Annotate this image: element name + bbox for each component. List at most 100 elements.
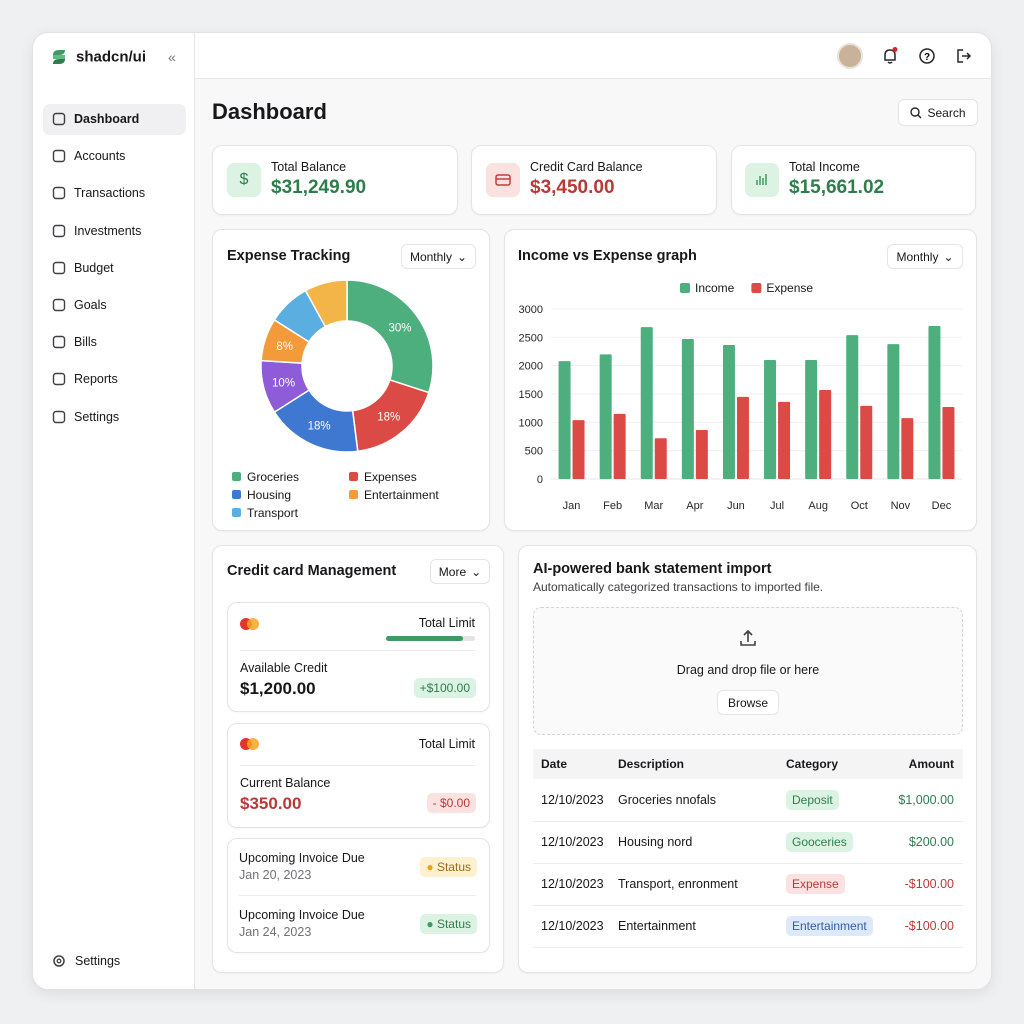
nav-icon-shape: [52, 335, 66, 349]
table-header: [533, 749, 963, 779]
pie-slice: [304, 279, 348, 328]
y-tick-label: 2000: [519, 361, 543, 373]
nav-item[interactable]: Settings: [74, 409, 120, 424]
more-dropdown[interactable]: More ⌄: [430, 559, 490, 584]
bar: [695, 429, 708, 479]
search-button[interactable]: Search: [898, 99, 978, 126]
change-pill: +$100.00: [413, 678, 476, 698]
y-tick-label: 500: [525, 446, 543, 458]
nav-item[interactable]: Bills: [74, 335, 97, 350]
help-icon[interactable]: ?: [918, 47, 936, 65]
bar: [681, 339, 694, 479]
nav-icon: [52, 187, 66, 200]
browse-button[interactable]: Browse: [717, 690, 779, 715]
legend-label: Expense: [766, 281, 813, 295]
table-header-cell: Date: [541, 757, 568, 771]
legend-label: Entertainment: [364, 488, 439, 502]
x-tick-label: Feb: [603, 500, 622, 512]
sidebar-footer[interactable]: Settings: [75, 954, 121, 968]
nav-item[interactable]: Budget: [74, 260, 114, 275]
collapse-button[interactable]: «: [168, 49, 176, 65]
bar: [901, 418, 914, 479]
nav-item[interactable]: Goals: [74, 298, 107, 312]
legend-label: Income: [695, 281, 735, 295]
table-header-cell: Amount: [908, 757, 954, 771]
bar: [860, 405, 873, 479]
table-cell: 12/10/2023: [541, 877, 604, 891]
amount-cell: $1,000.00: [898, 793, 954, 807]
nav-icon-shape: [52, 112, 66, 126]
nav-icon: [52, 149, 66, 163]
nav-icon: [52, 261, 66, 274]
table-cell: 12/10/2023: [541, 835, 604, 849]
pie-slice: [346, 279, 434, 394]
avatar[interactable]: [837, 43, 863, 69]
nav-icon-shape: [52, 224, 66, 237]
bar: [805, 360, 818, 479]
status-label: Status: [436, 917, 471, 931]
x-tick-label: Nov: [891, 500, 911, 512]
x-tick-label: Dec: [932, 500, 952, 512]
card-title: Expense Tracking: [227, 248, 351, 264]
table-cell: Groceries nnofals: [618, 793, 716, 807]
nav-item[interactable]: Investments: [74, 223, 142, 238]
legend-swatch: [232, 508, 241, 517]
row-divider: [533, 863, 963, 864]
status-pill: ● Status: [420, 857, 477, 877]
stat-label: Total Income: [789, 160, 860, 174]
chevron: ⌄: [456, 249, 468, 264]
bar: [764, 360, 777, 479]
stat-label: Credit Card Balance: [530, 160, 643, 174]
stat-icon: $: [227, 163, 261, 197]
drop-label: Drag and drop file or here: [676, 663, 820, 677]
bar: [613, 413, 626, 479]
nav-item[interactable]: Dashboard: [74, 112, 140, 126]
slice-label: 18%: [308, 420, 331, 432]
period-dropdown[interactable]: Monthly ⌄: [401, 244, 476, 269]
x-tick-label: Jul: [770, 500, 784, 512]
status-pill: ● Status: [420, 914, 477, 934]
table-header-cell: Description: [618, 757, 685, 771]
table-cell: 12/10/2023: [541, 919, 604, 933]
nav-icon-shape: [52, 298, 66, 312]
x-tick-label: Mar: [644, 500, 663, 512]
period-dropdown[interactable]: Monthly ⌄: [887, 244, 963, 269]
slice-label: 10%: [272, 377, 295, 389]
row-divider: [533, 821, 963, 822]
status-label: Status: [436, 860, 471, 874]
card-title: Income vs Expense graph: [518, 248, 697, 264]
mastercard-logo: [240, 738, 259, 750]
dropdown-label: More: [438, 564, 467, 579]
legend-swatch: [349, 472, 358, 481]
nav-item[interactable]: Reports: [74, 372, 118, 387]
nav-icon: [52, 410, 66, 423]
legend-label: Housing: [247, 488, 291, 502]
stat-value: $3,450.00: [530, 177, 615, 198]
slice-label: 30%: [388, 323, 411, 335]
row-divider: [533, 905, 963, 906]
progress-fill: [386, 636, 463, 641]
browse-label: Browse: [727, 695, 768, 710]
mastercard-logo: [240, 618, 259, 630]
legend-swatch: [232, 490, 241, 499]
nav-icon-shape: [52, 187, 66, 200]
category-pill: Gooceries: [786, 832, 853, 852]
bar: [846, 335, 859, 479]
logo: [53, 50, 65, 64]
stat-icon: [745, 163, 779, 197]
limit-label: Total Limit: [418, 737, 475, 751]
table-cell: Transport, enronment: [618, 877, 738, 891]
legend-label: Groceries: [247, 470, 299, 484]
logout-icon[interactable]: [955, 47, 973, 65]
nav-item[interactable]: Transactions: [74, 186, 146, 201]
sidebar: [33, 33, 195, 989]
invoice-date: Jan 24, 2023: [239, 925, 312, 939]
invoice-label: Upcoming Invoice Due: [239, 851, 365, 865]
nav-icon-shape: [52, 149, 66, 163]
credit-label: Current Balance: [240, 776, 331, 790]
chevron: ⌄: [943, 249, 954, 264]
bell-icon[interactable]: [880, 46, 900, 66]
limit-label: Total Limit: [418, 616, 475, 630]
nav-item[interactable]: Accounts: [74, 149, 126, 164]
